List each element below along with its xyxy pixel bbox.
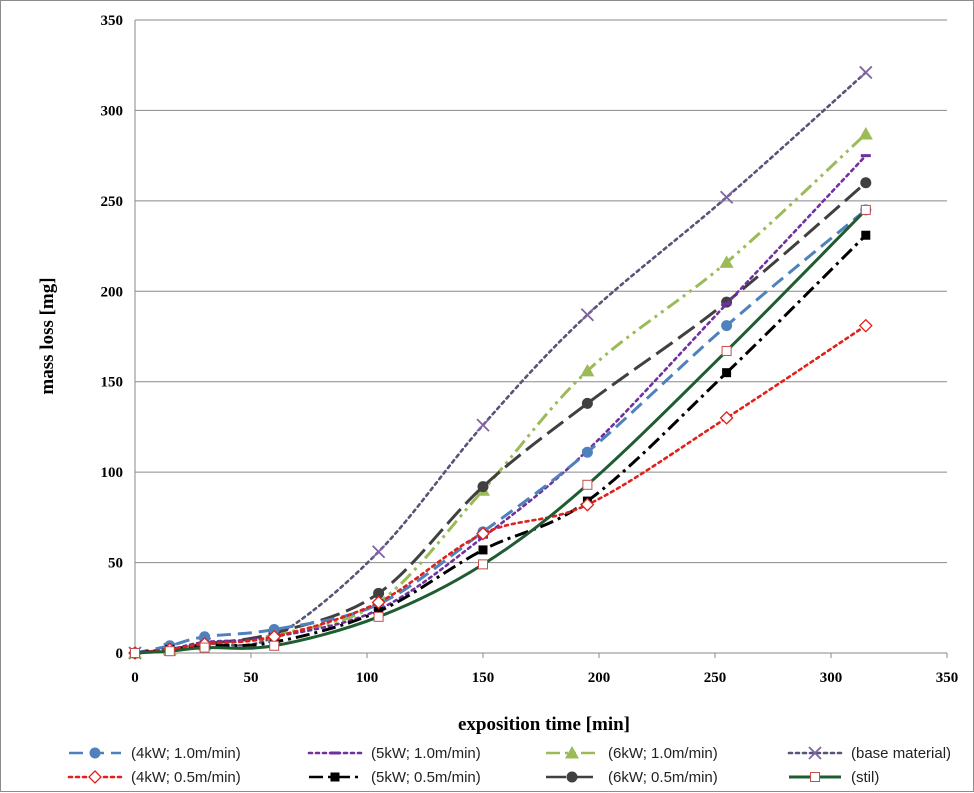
data-point bbox=[373, 587, 385, 599]
y-tick-label: 0 bbox=[116, 646, 124, 662]
series-line bbox=[133, 71, 868, 655]
data-point bbox=[268, 623, 280, 635]
legend-label: (4kW; 1.0m/min) bbox=[131, 745, 241, 762]
data-point bbox=[581, 397, 593, 409]
legend-marker bbox=[565, 746, 579, 759]
data-point bbox=[130, 648, 140, 658]
series-lines bbox=[128, 65, 873, 660]
data-point bbox=[858, 318, 873, 333]
data-point bbox=[371, 545, 386, 559]
x-tick-label: 300 bbox=[820, 670, 843, 686]
series-line bbox=[134, 208, 867, 655]
series-group bbox=[129, 204, 872, 659]
legend-item: (stil) bbox=[789, 769, 879, 786]
data-point bbox=[164, 646, 175, 657]
legend-marker bbox=[810, 772, 820, 782]
y-tick-label: 50 bbox=[108, 556, 123, 572]
x-tick-label: 350 bbox=[936, 670, 959, 686]
series-group bbox=[130, 204, 871, 658]
legend: (4kW; 1.0m/min) (5kW; 1.0m/min) (6kW; 1.0m… bbox=[67, 745, 951, 786]
legend-label: (6kW; 1.0m/min) bbox=[608, 745, 718, 762]
data-point bbox=[719, 255, 734, 268]
series-group bbox=[128, 126, 873, 659]
data-point bbox=[721, 345, 732, 356]
data-point bbox=[581, 446, 593, 458]
legend-marker bbox=[808, 746, 822, 760]
y-tick-label: 250 bbox=[101, 194, 124, 210]
series-group bbox=[128, 65, 873, 660]
data-point bbox=[860, 177, 872, 189]
data-point bbox=[580, 363, 595, 377]
legend-label: (stil) bbox=[851, 769, 879, 786]
data-point bbox=[861, 230, 871, 240]
data-point bbox=[476, 418, 490, 432]
series-line bbox=[134, 181, 867, 655]
legend-item: (4kW; 0.5m/min) bbox=[67, 769, 241, 786]
data-point bbox=[477, 481, 489, 493]
y-tick-label: 200 bbox=[101, 284, 124, 300]
legend-marker bbox=[88, 770, 102, 784]
series-line bbox=[133, 324, 868, 655]
data-point bbox=[199, 642, 210, 653]
data-point bbox=[859, 65, 873, 80]
data-point bbox=[719, 190, 734, 204]
series-group bbox=[130, 154, 871, 655]
data-point bbox=[582, 479, 593, 490]
series-line bbox=[134, 234, 867, 655]
legend-item: (5kW; 0.5m/min) bbox=[309, 769, 481, 786]
series-line bbox=[133, 154, 868, 655]
tick-labels: 0 50 100 150 200 250 300 350 0 50 100 150 200 250 300 3… bbox=[101, 13, 959, 686]
y-tick-label: 350 bbox=[101, 13, 124, 29]
series-group bbox=[128, 318, 873, 660]
x-tick-label: 250 bbox=[704, 670, 727, 686]
x-tick-label: 150 bbox=[472, 670, 495, 686]
legend-label: (4kW; 0.5m/min) bbox=[131, 769, 241, 786]
data-point bbox=[478, 545, 488, 555]
data-point bbox=[860, 204, 871, 215]
gridlines bbox=[135, 19, 947, 564]
data-point bbox=[476, 526, 490, 541]
data-point bbox=[371, 595, 386, 610]
x-tick-label: 100 bbox=[356, 670, 379, 686]
data-point bbox=[374, 606, 384, 616]
y-tick-label: 100 bbox=[101, 465, 124, 481]
data-point bbox=[199, 631, 211, 643]
data-point bbox=[721, 320, 733, 332]
y-tick-label: 150 bbox=[101, 375, 124, 391]
series-group bbox=[130, 230, 871, 658]
data-point bbox=[858, 126, 873, 140]
x-tick-label: 200 bbox=[588, 670, 611, 686]
data-point bbox=[580, 497, 595, 512]
x-tick-label: 0 bbox=[131, 670, 139, 686]
y-tick-label: 300 bbox=[101, 103, 124, 119]
legend-label: (5kW; 0.5m/min) bbox=[371, 769, 481, 786]
data-point bbox=[719, 410, 734, 425]
series-line bbox=[134, 132, 867, 655]
legend-marker bbox=[89, 747, 101, 759]
legend-item: (5kW; 1.0m/min) bbox=[307, 745, 481, 762]
data-point bbox=[478, 559, 488, 570]
legend-marker bbox=[330, 772, 340, 782]
y-axis-title: mass loss [mg] bbox=[37, 277, 58, 394]
legend-item: (6kW; 0.5m/min) bbox=[546, 769, 718, 786]
legend-item: (base material) bbox=[787, 745, 951, 762]
legend-item: (6kW; 1.0m/min) bbox=[546, 745, 718, 762]
x-axis-title: exposition time [min] bbox=[458, 714, 630, 735]
legend-label: (5kW; 1.0m/min) bbox=[371, 745, 481, 762]
legend-marker bbox=[566, 771, 578, 783]
series-group bbox=[129, 177, 872, 659]
legend-item: (4kW; 1.0m/min) bbox=[69, 745, 241, 762]
legend-label: (6kW; 0.5m/min) bbox=[608, 769, 718, 786]
data-point bbox=[580, 308, 595, 322]
data-point bbox=[722, 368, 732, 378]
axes bbox=[134, 20, 948, 658]
data-point bbox=[269, 640, 280, 651]
x-tick-label: 50 bbox=[244, 670, 259, 686]
legend-label: (base material) bbox=[851, 745, 951, 762]
data-point bbox=[373, 611, 384, 622]
